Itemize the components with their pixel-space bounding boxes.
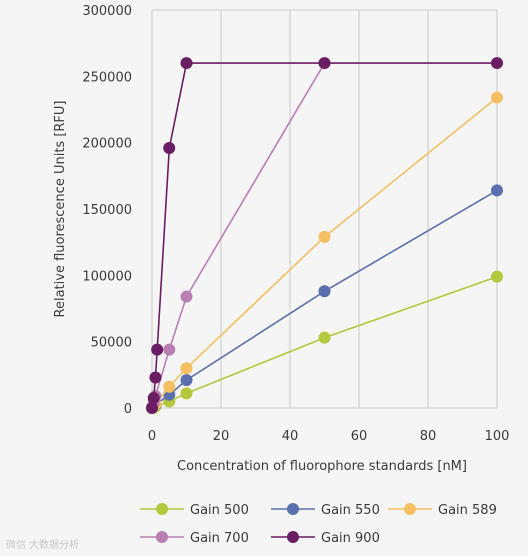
y-tick-label: 150000 xyxy=(82,203,132,218)
x-tick-label: 0 xyxy=(148,429,156,444)
data-point-gain-900 xyxy=(491,57,503,70)
data-point-gain-589 xyxy=(180,362,193,375)
series-group xyxy=(146,57,503,414)
legend-item-gain-550: Gain 550 xyxy=(271,503,380,518)
legend-item-gain-500: Gain 500 xyxy=(140,503,249,518)
x-tick-labels: 0 20 40 60 80 100 xyxy=(148,429,510,444)
y-tick-labels: 0 50000 100000 150000 200000 250000 300000 xyxy=(82,4,132,417)
data-point-gain-589 xyxy=(163,380,176,393)
data-point-gain-900 xyxy=(318,57,331,70)
data-point-gain-500 xyxy=(318,331,331,344)
data-point-gain-900 xyxy=(151,343,164,356)
y-tick-label: 250000 xyxy=(82,70,132,85)
data-point-gain-550 xyxy=(318,285,331,298)
data-point-gain-700 xyxy=(180,290,193,303)
data-point-gain-550 xyxy=(491,184,503,197)
legend-marker xyxy=(156,531,168,543)
series-gain-700 xyxy=(146,57,331,414)
watermark: 微信 大数据分析 xyxy=(6,538,79,551)
legend-label: Gain 900 xyxy=(321,531,380,546)
data-point-gain-900 xyxy=(180,57,193,70)
data-point-gain-900 xyxy=(163,141,176,154)
legend-item-gain-700: Gain 700 xyxy=(140,531,249,546)
series-line-gain-589 xyxy=(151,96,498,409)
y-tick-label: 200000 xyxy=(82,137,132,152)
legend-label: Gain 700 xyxy=(190,531,249,546)
data-point-gain-900 xyxy=(146,402,158,414)
series-gain-550 xyxy=(146,184,503,414)
x-tick-label: 60 xyxy=(351,429,368,444)
legend-marker xyxy=(156,503,168,515)
series-line-gain-550 xyxy=(151,189,498,409)
y-tick-label: 0 xyxy=(124,402,132,417)
x-tick-label: 100 xyxy=(485,429,510,444)
series-gain-589 xyxy=(146,91,503,414)
grid xyxy=(151,9,498,409)
y-tick-label: 50000 xyxy=(91,336,132,351)
data-point-gain-589 xyxy=(318,230,331,243)
x-tick-label: 80 xyxy=(420,429,437,444)
x-tick-label: 40 xyxy=(282,429,299,444)
data-point-gain-550 xyxy=(180,374,193,387)
data-point-gain-500 xyxy=(491,270,503,283)
data-point-gain-900 xyxy=(149,371,162,384)
legend-item-gain-900: Gain 900 xyxy=(271,531,380,546)
legend: Gain 500 Gain 550 Gain 589 Gain 700 Gain 900 xyxy=(140,503,497,546)
data-point-gain-900 xyxy=(147,392,160,405)
legend-label: Gain 500 xyxy=(190,503,249,518)
series-line-gain-700 xyxy=(151,62,326,408)
x-axis-title: Concentration of fluorophore standards [… xyxy=(177,459,467,474)
data-point-gain-589 xyxy=(491,91,503,104)
y-tick-label: 300000 xyxy=(82,4,132,19)
data-point-gain-700 xyxy=(163,343,176,356)
legend-marker xyxy=(287,531,299,543)
y-tick-label: 100000 xyxy=(82,269,132,284)
series-gain-900 xyxy=(146,57,503,414)
legend-label: Gain 550 xyxy=(321,503,380,518)
data-point-gain-500 xyxy=(180,387,193,400)
legend-item-gain-589: Gain 589 xyxy=(388,503,497,518)
legend-marker xyxy=(287,503,299,515)
legend-label: Gain 589 xyxy=(438,503,497,518)
legend-marker xyxy=(404,503,416,515)
x-tick-label: 20 xyxy=(213,429,230,444)
y-axis-title: Relative fluorescence Units [RFU] xyxy=(53,101,68,318)
